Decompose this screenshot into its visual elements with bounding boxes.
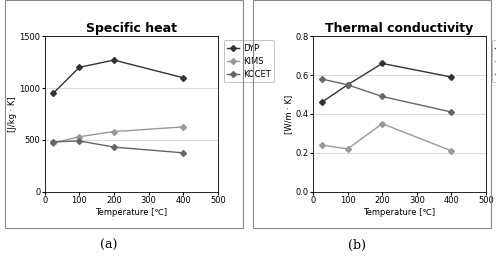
X-axis label: Temperature [℃]: Temperature [℃] [364, 208, 435, 217]
Legend: DYP, KIMS, KOCET: DYP, KIMS, KOCET [492, 40, 496, 82]
DYP [318, 101, 324, 104]
Legend: DYP, KIMS, KOCET: DYP, KIMS, KOCET [224, 40, 274, 82]
Line: KOCET: KOCET [51, 139, 185, 155]
KOCET [345, 83, 351, 86]
DYP [50, 92, 56, 95]
Line: KOCET: KOCET [319, 77, 453, 114]
Title: Specific heat: Specific heat [86, 22, 177, 35]
KIMS [345, 147, 351, 150]
KOCET [180, 151, 186, 154]
Line: KIMS: KIMS [319, 121, 453, 153]
Y-axis label: [J/kg · K]: [J/kg · K] [8, 96, 17, 132]
Y-axis label: [W/m · K]: [W/m · K] [284, 94, 293, 134]
KIMS [448, 149, 454, 152]
DYP [76, 66, 82, 69]
KIMS [379, 122, 385, 125]
Line: DYP: DYP [51, 58, 185, 95]
DYP [448, 76, 454, 79]
KOCET [448, 110, 454, 113]
DYP [111, 59, 117, 62]
KOCET [379, 95, 385, 98]
DYP [379, 62, 385, 65]
Text: (b): (b) [348, 239, 366, 252]
DYP [180, 76, 186, 79]
KIMS [180, 125, 186, 128]
KOCET [50, 140, 56, 143]
X-axis label: Temperature [℃]: Temperature [℃] [95, 208, 167, 217]
KOCET [318, 77, 324, 81]
KIMS [76, 135, 82, 138]
KOCET [111, 146, 117, 149]
KOCET [76, 139, 82, 142]
Text: (a): (a) [100, 239, 118, 252]
Line: KIMS: KIMS [51, 125, 185, 145]
Line: DYP: DYP [319, 61, 453, 104]
KIMS [50, 141, 56, 145]
KIMS [111, 130, 117, 133]
KIMS [318, 143, 324, 147]
DYP [345, 83, 351, 86]
Title: Thermal conductivity: Thermal conductivity [325, 22, 474, 35]
